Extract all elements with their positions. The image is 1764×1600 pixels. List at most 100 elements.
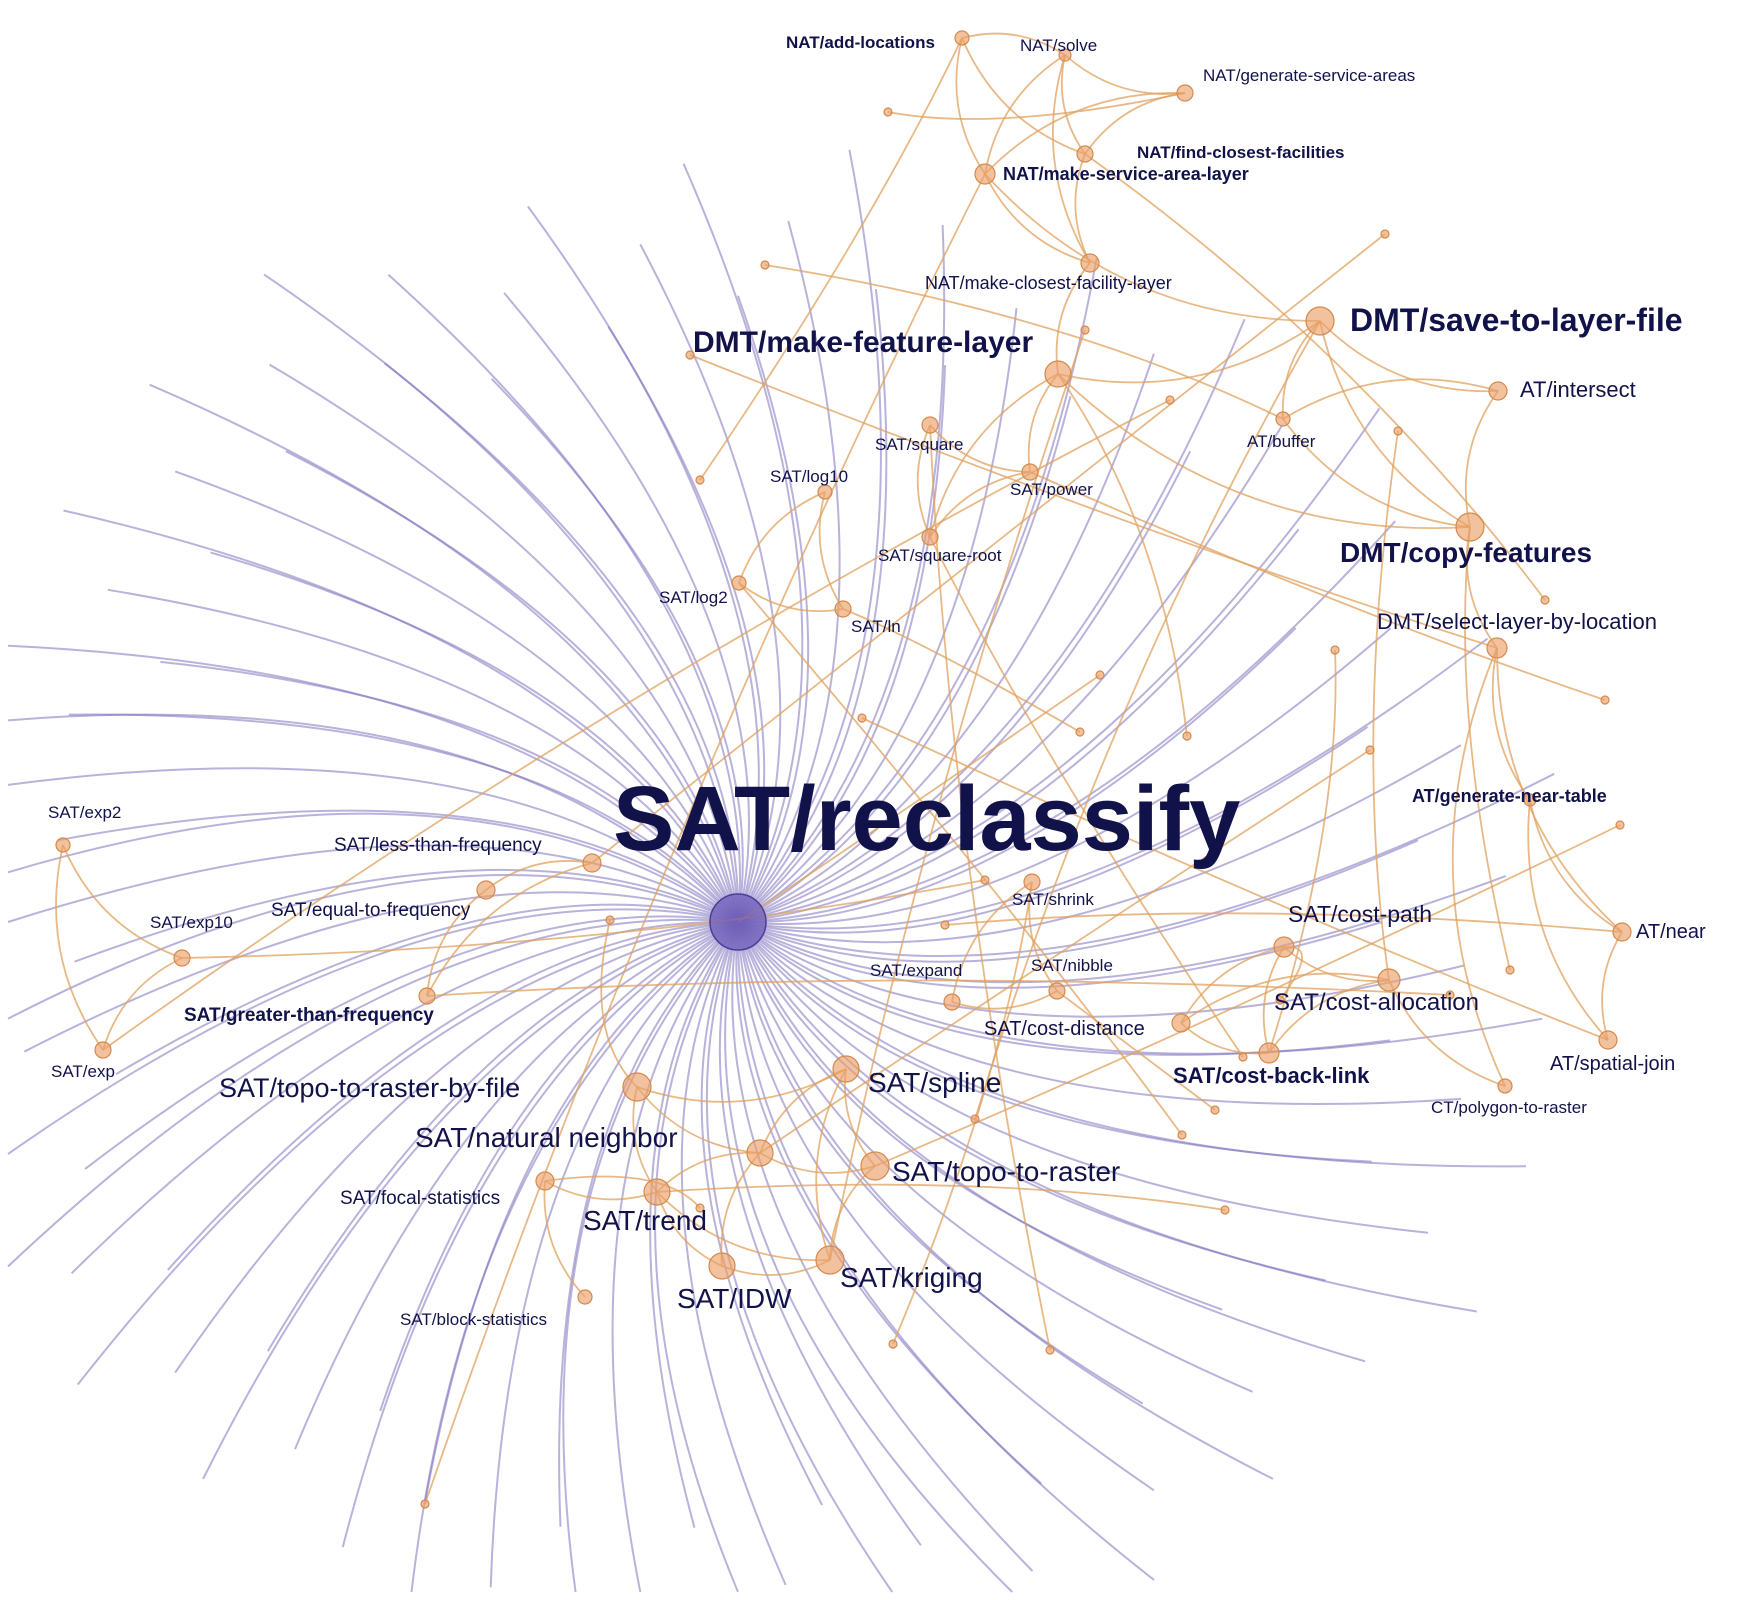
edge [737,674,1101,923]
hub-edge [737,257,1098,923]
node-labels: SAT/reclassify NAT/add-locations NAT/solve… [48,33,1706,1329]
node-label: SAT/log10 [770,467,848,486]
minor-node [888,1339,898,1349]
edge [815,1068,847,1261]
edge [1451,647,1506,1087]
node-label: NAT/make-service-area-layer [1003,164,1249,184]
edge [1601,931,1623,1041]
minor-node [685,350,695,360]
node-label: NAT/generate-service-areas [1203,66,1415,85]
hub-edge [63,509,739,923]
hub-edge [735,921,1042,1485]
minor-node [940,920,950,930]
hub-node [709,893,767,951]
graph-node [173,949,191,967]
graph-node [55,837,71,853]
node-label: SAT/power [1010,480,1093,499]
graph-node [921,416,939,434]
minor-node [695,475,705,485]
graph-node [834,600,852,618]
minor-node [1365,745,1375,755]
graph-node [1044,360,1072,388]
graph-node [1076,145,1094,163]
edge [929,424,1031,473]
hub-edge [737,921,1274,1480]
graph-node [708,1252,736,1280]
edge [544,1175,701,1209]
node-label: SAT/cost-back-link [1173,1063,1370,1088]
minor-node [1182,731,1192,741]
edge [1064,54,1186,95]
graph-node [1171,1013,1191,1033]
edge [892,881,1033,1345]
minor-node [857,713,867,723]
node-label: AT/intersect [1520,377,1636,402]
edge [951,990,1058,1010]
edge [426,979,1451,997]
hub-edge [70,920,739,1275]
edge [818,491,844,610]
edge [485,860,593,891]
edge [656,1191,831,1262]
hub-edge [341,921,739,1548]
hub-edge [174,470,739,923]
node-label: SAT/greater-than-frequency [184,1005,434,1026]
edge [861,717,1609,1041]
minor-node [1393,426,1403,436]
edge [1057,373,1471,529]
minor-node [1165,395,1175,405]
node-label: SAT/kriging [840,1262,983,1293]
hub-edge [737,424,1283,923]
edge [102,957,183,1051]
edge [1319,320,1499,393]
edge [1055,262,1091,375]
graph-node [1455,512,1485,542]
minor-node [1445,990,1455,1000]
edge [929,471,1031,538]
minor-node [1505,965,1515,975]
graph-node [1058,48,1072,62]
hub-edge [737,308,1018,923]
edge [424,173,986,1505]
edge [759,749,1371,1154]
node-label: DMT/save-to-layer-file [1350,302,1683,338]
edge [1282,378,1499,420]
edge [1074,153,1091,264]
edge [1180,972,1390,1024]
minor-node [1540,595,1550,605]
graph-node [860,1151,890,1181]
hub-edge [737,921,1465,1018]
edge [764,264,1284,420]
graph-node [1488,381,1508,401]
minor-node [1210,1105,1220,1115]
hub-edge [700,921,823,1506]
hub-edge [737,875,1507,984]
graph-node [1080,253,1100,273]
edge [1282,418,1471,528]
minor-node [1600,695,1610,705]
node-label: SAT/square-root [878,546,1002,565]
edge [1180,946,1285,1024]
node-label: SAT/cost-distance [984,1018,1145,1040]
minor-node [1238,1052,1248,1062]
hub-edge [7,874,739,1020]
hub-edge [269,363,739,923]
hub-edge [718,921,922,1546]
graph-node [418,987,436,1005]
minor-node [605,915,615,925]
minor-node [883,107,893,117]
hub-edge [737,520,1396,923]
hub-edge [654,921,739,1593]
hub-edge [737,744,1462,944]
hub-edge [737,921,1155,1492]
hub-edge [527,205,760,923]
hub-edge [424,921,739,1501]
graph-node [1048,982,1066,1000]
hub-edge [294,921,739,1450]
graph-node [815,1245,845,1275]
edge [929,536,1244,1058]
minor-node [1380,229,1390,239]
hub-edge [737,295,810,923]
hub-edge [285,450,739,923]
hub-edge [77,921,739,1386]
